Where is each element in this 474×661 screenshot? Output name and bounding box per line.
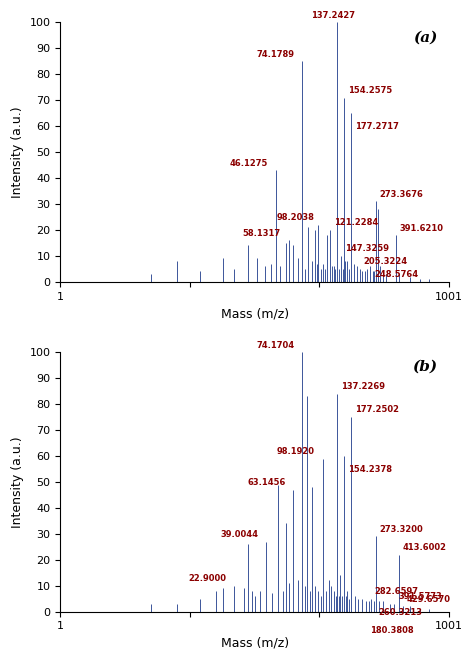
Text: 98.1920: 98.1920 <box>277 447 315 456</box>
Text: 205.3224: 205.3224 <box>364 257 408 266</box>
Text: 391.6210: 391.6210 <box>400 223 444 233</box>
Text: (b): (b) <box>412 360 438 374</box>
Text: 137.2269: 137.2269 <box>341 382 385 391</box>
Text: 154.2378: 154.2378 <box>347 465 392 474</box>
Text: 74.1789: 74.1789 <box>257 50 295 59</box>
Text: 260.3213: 260.3213 <box>378 608 422 617</box>
Text: 137.2427: 137.2427 <box>311 11 355 20</box>
Text: 177.2502: 177.2502 <box>356 405 400 414</box>
Text: 46.1275: 46.1275 <box>229 159 268 168</box>
Text: 282.6597: 282.6597 <box>375 587 419 596</box>
Text: 147.3259: 147.3259 <box>345 245 389 253</box>
Text: 74.1704: 74.1704 <box>256 340 295 350</box>
Text: 22.9000: 22.9000 <box>189 574 227 583</box>
Text: 39.0044: 39.0044 <box>221 530 259 539</box>
Text: 248.5764: 248.5764 <box>374 270 419 279</box>
Text: 413.6002: 413.6002 <box>403 543 447 552</box>
Text: (a): (a) <box>413 30 438 44</box>
Text: 63.1456: 63.1456 <box>247 478 286 487</box>
Text: 98.2038: 98.2038 <box>276 213 314 222</box>
Text: 391.5773: 391.5773 <box>398 592 442 602</box>
Y-axis label: Intensity (a.u.): Intensity (a.u.) <box>11 436 24 527</box>
Text: 177.2717: 177.2717 <box>356 122 399 132</box>
Text: 429.6570: 429.6570 <box>407 595 451 604</box>
X-axis label: Mass (m/z): Mass (m/z) <box>220 637 289 650</box>
Text: 180.3808: 180.3808 <box>370 626 413 635</box>
Text: 273.3676: 273.3676 <box>380 190 424 199</box>
Text: 273.3200: 273.3200 <box>380 525 423 534</box>
Y-axis label: Intensity (a.u.): Intensity (a.u.) <box>11 106 24 198</box>
X-axis label: Mass (m/z): Mass (m/z) <box>220 307 289 320</box>
Text: 154.2575: 154.2575 <box>347 86 392 95</box>
Text: 58.1317: 58.1317 <box>243 229 281 238</box>
Text: 121.2284: 121.2284 <box>334 218 378 227</box>
